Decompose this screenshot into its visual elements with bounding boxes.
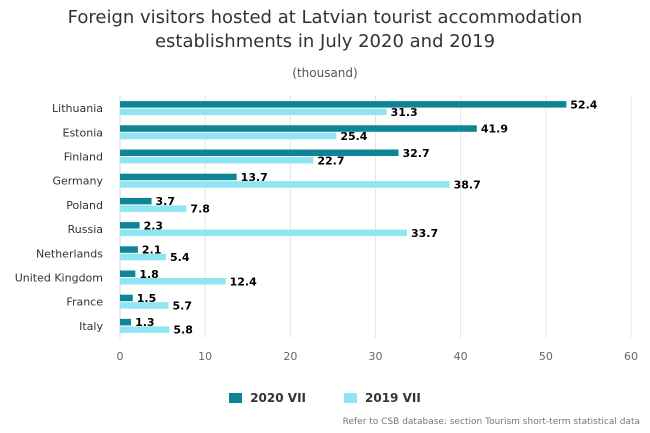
data-label: 1.8 [139, 268, 159, 281]
x-tick-label: 20 [283, 350, 297, 363]
bar [120, 270, 136, 277]
legend-swatch-2020 [229, 393, 243, 403]
bar [120, 318, 132, 326]
legend-item-2020[interactable]: 2020 VII [229, 391, 306, 405]
legend-label-2020: 2020 VII [250, 391, 306, 405]
x-tick-label: 40 [454, 350, 468, 363]
bar [120, 132, 337, 140]
category-label: France [66, 296, 103, 309]
bar [120, 326, 170, 333]
x-tick-label: 0 [117, 350, 124, 363]
legend: 2020 VII 2019 VII [0, 391, 650, 405]
x-tick-label: 60 [624, 350, 638, 363]
legend-label-2019: 2019 VII [365, 391, 421, 405]
bar [120, 246, 138, 253]
category-label: Lithuania [52, 102, 103, 115]
chart-title: Foreign visitors hosted at Latvian touri… [0, 6, 650, 54]
category-label: Finland [64, 151, 103, 164]
bar [120, 222, 140, 229]
data-label: 52.4 [570, 98, 597, 111]
data-label: 1.5 [137, 292, 157, 305]
category-label: United Kingdom [15, 272, 103, 285]
bar [120, 197, 152, 205]
category-label: Estonia [63, 126, 104, 139]
bar [120, 253, 166, 261]
bar [120, 294, 133, 302]
chart-subtitle: (thousand) [292, 66, 358, 80]
category-label: Russia [68, 223, 103, 236]
data-label: 13.7 [241, 171, 268, 184]
bar [120, 205, 187, 212]
chart-title-line-2: establishments in July 2020 and 2019 [154, 31, 496, 52]
chart-title-line-1: Foreign visitors hosted at Latvian touri… [67, 7, 583, 28]
bar [120, 108, 387, 116]
data-label: 32.7 [402, 147, 429, 160]
data-label: 31.3 [391, 106, 418, 119]
data-label: 3.7 [156, 195, 176, 208]
x-tick-label: 30 [369, 350, 383, 363]
data-label: 38.7 [454, 178, 481, 191]
x-tick-label: 10 [198, 350, 212, 363]
legend-swatch-2019 [344, 393, 357, 403]
bar [120, 157, 314, 164]
legend-item-2019[interactable]: 2019 VII [344, 391, 421, 405]
bar [120, 181, 450, 188]
data-label: 5.8 [173, 324, 193, 337]
category-label: Poland [66, 199, 103, 212]
data-label: 22.7 [317, 154, 344, 167]
data-label: 25.4 [340, 130, 367, 143]
bar [120, 101, 567, 108]
data-label: 5.4 [170, 251, 190, 264]
bar [120, 302, 169, 309]
bar [120, 278, 226, 285]
category-label: Italy [79, 320, 103, 333]
data-label: 2.3 [144, 219, 164, 232]
bar [120, 125, 477, 132]
data-label: 12.4 [230, 275, 257, 288]
bar [120, 229, 408, 237]
data-label: 41.9 [481, 123, 508, 136]
credits-link[interactable]: Refer to CSB database: section Tourism s… [342, 417, 640, 427]
data-label: 5.7 [173, 299, 193, 312]
data-label: 33.7 [411, 227, 438, 240]
bar [120, 149, 399, 156]
bar [120, 173, 237, 181]
x-tick-label: 50 [539, 350, 553, 363]
data-label: 2.1 [142, 244, 162, 257]
category-label: Germany [52, 175, 103, 188]
data-label: 1.3 [135, 316, 155, 329]
data-label: 7.8 [190, 203, 210, 216]
category-label: Netherlands [36, 247, 103, 260]
